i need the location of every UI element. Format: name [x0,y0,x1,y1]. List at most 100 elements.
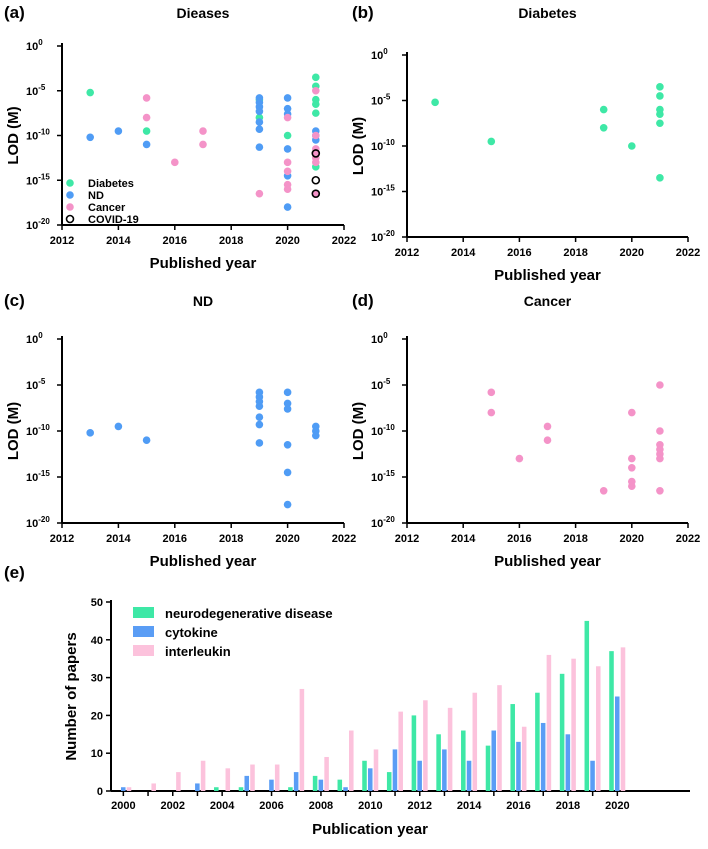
bar-neurodegenerative [312,775,318,791]
x-axis-title: Published year [494,267,601,284]
nd-point [283,388,292,397]
cancer-point [255,189,264,198]
x-axis-title: Published year [494,553,601,570]
bar-interleukin [596,666,601,791]
x-tick-label: 2022 [676,247,700,259]
y-tick-label: 10-10 [26,423,50,438]
bar-interleukin [472,692,478,791]
bar-interleukin [521,726,527,791]
y-tick-label: 10-5 [26,83,46,98]
bar-cytokine [318,779,324,791]
x-tick-label: 2016 [506,800,530,812]
nd-point [114,127,123,135]
cancer-point [312,131,320,140]
x-tick-label: 2006 [259,800,283,812]
nd-point [255,420,264,429]
nd-point [255,413,264,422]
covid-point [311,175,321,185]
legend-marker [65,214,75,224]
nd-point [283,145,292,153]
x-tick-label: 2018 [563,533,587,545]
nd-point [312,431,320,440]
y-tick-label: 10-20 [371,229,395,244]
bar-interleukin [225,768,231,791]
legend-marker [66,179,74,187]
y-tick-label: 10-5 [26,377,46,392]
nd-point [114,422,123,431]
bar-cytokine [120,787,126,791]
y-tick-label: 10 [91,748,103,760]
legend-marker [66,203,74,211]
nd-point [283,405,292,413]
x-tick-label: 2014 [451,533,476,545]
bar-cytokine [293,772,299,791]
x-tick-label: 2012 [50,533,74,545]
legend-label: COVID-19 [88,214,139,226]
x-tick-label: 2008 [309,800,333,812]
nd-point [283,500,292,509]
x-tick-label: 2012 [395,247,419,259]
cancer-point [628,408,636,417]
bar-neurodegenerative [386,772,392,791]
x-tick-label: 2020 [275,533,299,545]
legend-label: Cancer [88,202,126,214]
cancer-point [628,454,636,463]
cancer-point [656,427,664,435]
bar-neurodegenerative [214,787,219,791]
x-tick-label: 2018 [219,235,243,247]
y-axis-title: LOD (M) [350,402,367,460]
diabetes-point [656,174,664,182]
y-tick-label: 10-20 [26,515,50,530]
bar-neurodegenerative [436,734,441,791]
x-tick-label: 2000 [111,800,135,812]
nd-point [283,94,292,102]
y-tick-label: 10-10 [371,423,395,438]
bar-cytokine [540,722,546,791]
diabetes-point [656,119,664,128]
x-tick-label: 2020 [275,235,299,247]
panel-title: Dieases [177,5,230,21]
y-tick-label: 100 [371,47,388,62]
bar-interleukin [299,688,305,791]
x-axis-title: Published year [150,255,257,272]
legend-swatch [133,626,154,637]
panel-title: ND [193,293,213,309]
nd-point [86,429,94,437]
y-tick-label: 10-20 [26,217,50,232]
x-tick-label: 2022 [676,533,700,545]
nd-point [255,125,264,134]
bar-interleukin [349,730,354,791]
bar-interleukin [398,711,403,791]
diabetes-point [312,73,320,82]
bar-cytokine [466,760,472,791]
x-tick-label: 2010 [358,800,382,812]
y-tick-label: 10-5 [371,93,391,108]
y-axis-title: LOD (M) [5,106,22,164]
x-tick-label: 2020 [620,533,644,545]
diabetes-point [431,98,439,107]
diabetes-point [312,109,320,117]
y-axis-title: LOD (M) [350,117,367,175]
bar-cytokine [417,760,422,791]
diabetes-point [487,137,496,146]
x-tick-label: 2014 [451,247,476,259]
legend-marker [66,191,74,199]
bar-interleukin [620,647,626,791]
bar-interleukin [126,787,132,791]
x-tick-label: 2014 [106,235,131,247]
bar-cytokine [565,734,571,791]
diabetes-point [656,83,664,91]
legend-label: ND [88,190,104,202]
x-tick-label: 2016 [163,533,187,545]
diabetes-point [142,127,151,135]
bar-interleukin [497,685,502,791]
legend-label: Diabetes [88,178,134,190]
x-tick-label: 2014 [457,800,482,812]
bar-cytokine [195,783,200,791]
x-tick-label: 2018 [563,247,587,259]
bar-cytokine [367,768,373,791]
bar-interleukin [546,654,552,791]
bar-neurodegenerative [288,787,293,791]
bar-neurodegenerative [584,620,590,791]
